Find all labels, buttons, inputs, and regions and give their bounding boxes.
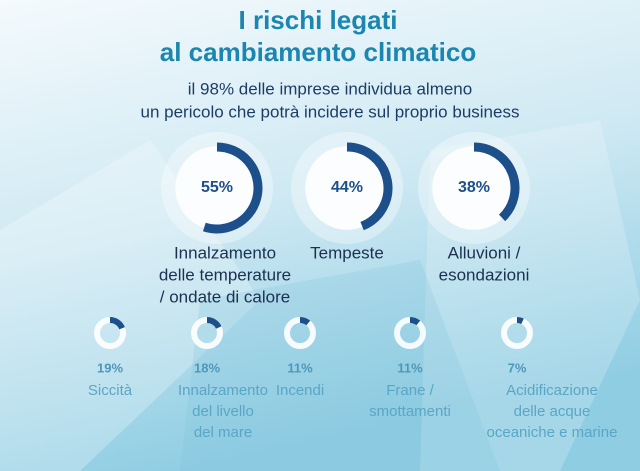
subtitle: un pericolo che potrà incidere sul propr… [141,102,520,121]
donut-arc [473,142,520,222]
category-label: Siccità [88,382,133,399]
value-label: 11% [287,360,313,375]
category-label: / ondate di calore [160,287,290,306]
donut-arc [202,142,263,234]
background-shape [180,260,500,471]
subtitle: il 98% delle imprese individua almeno [188,79,472,98]
category-label: Innalzamento [178,382,268,399]
value-label: 55% [201,179,233,196]
donut-arc [299,317,311,326]
category-label: smottamenti [369,403,451,420]
title: al cambiamento climatico [160,37,476,67]
category-label: del mare [194,424,252,441]
category-label: del livello [192,403,254,420]
donut-arc [409,317,421,326]
category-label: Tempeste [310,243,384,262]
category-label: Incendi [276,382,324,399]
value-label: 19% [97,360,123,375]
value-label: 7% [508,360,527,375]
category-label: oceaniche e marine [487,424,618,441]
donut-arc [109,317,125,330]
category-label: Alluvioni / [448,243,521,262]
category-label: Acidificazione [506,382,598,399]
value-label: 11% [397,360,423,375]
category-label: Frane / [386,382,434,399]
category-label: esondazioni [439,265,530,284]
value-label: 18% [194,360,220,375]
donut-arc [516,317,524,325]
category-label: delle acque [514,403,591,420]
title: I rischi legati [239,5,398,35]
value-label: 44% [331,179,363,196]
donut-arc [206,317,222,330]
category-label: delle temperature [159,265,291,284]
donut-arc [346,142,393,231]
value-label: 38% [458,179,490,196]
category-label: Innalzamento [174,243,276,262]
